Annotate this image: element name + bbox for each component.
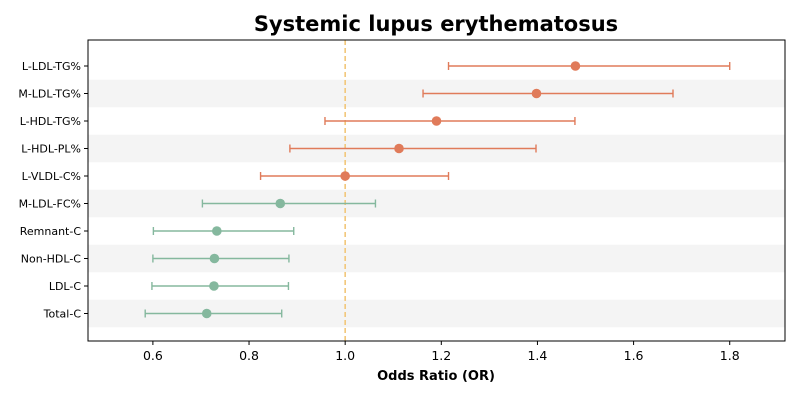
y-tick-label: Remnant-C	[20, 225, 82, 238]
y-tick-label: Total-C	[43, 308, 82, 321]
or-point	[201, 308, 212, 319]
x-tick-label: 0.6	[143, 348, 163, 363]
row-l-ldl-tg-	[447, 61, 731, 71]
row-total-c	[144, 308, 283, 319]
x-axis-label: Odds Ratio (OR)	[377, 369, 495, 384]
x-tick-label: 1.2	[431, 348, 451, 363]
row-ldl-c	[151, 281, 290, 291]
y-tick-label: LDL-C	[49, 280, 82, 293]
or-point	[394, 143, 404, 154]
or-point	[212, 226, 222, 236]
x-tick-label: 1.6	[624, 348, 644, 363]
y-tick-label: L-HDL-PL%	[21, 143, 81, 156]
or-point	[209, 281, 219, 291]
or-point	[340, 171, 350, 181]
or-point	[431, 116, 442, 126]
row-m-ldl-tg-	[422, 88, 674, 99]
plot-frame	[87, 39, 786, 342]
row-m-ldl-fc-	[201, 198, 377, 209]
row-l-vldl-c-	[259, 171, 450, 181]
or-point	[275, 198, 286, 209]
row-band	[88, 189, 785, 218]
x-tick-label: 1.4	[527, 348, 547, 363]
x-tick-label: 0.8	[239, 348, 259, 363]
or-point	[570, 61, 581, 71]
y-tick-label: M-LDL-FC%	[19, 198, 81, 211]
or-point	[209, 253, 220, 264]
y-tick-label: L-HDL-TG%	[20, 115, 81, 128]
y-axis-ticks: L-LDL-TG% M-LDL-TG% L-HDL-TG% L-HDL-PL% L-VL…	[18, 60, 88, 321]
y-tick-label: L-VLDL-C%	[22, 170, 81, 183]
y-tick-label: L-LDL-TG%	[22, 60, 81, 73]
y-tick-label: M-LDL-TG%	[18, 88, 81, 101]
x-tick-label: 1.0	[335, 348, 355, 363]
row-remnant-c	[152, 226, 295, 236]
row-l-hdl-tg-	[324, 116, 576, 126]
y-tick-label: Non-HDL-C	[21, 253, 82, 266]
row-non-hdl-c	[152, 253, 290, 264]
chart-title: Systemic lupus erythematosus	[254, 12, 618, 36]
row-l-hdl-pl-	[289, 143, 537, 154]
x-axis-ticks: 0.6 0.8 1.0 1.2 1.4 1.6 1.8	[143, 341, 740, 363]
data-marks	[144, 61, 731, 319]
x-tick-label: 1.8	[720, 348, 740, 363]
or-point	[531, 88, 542, 99]
